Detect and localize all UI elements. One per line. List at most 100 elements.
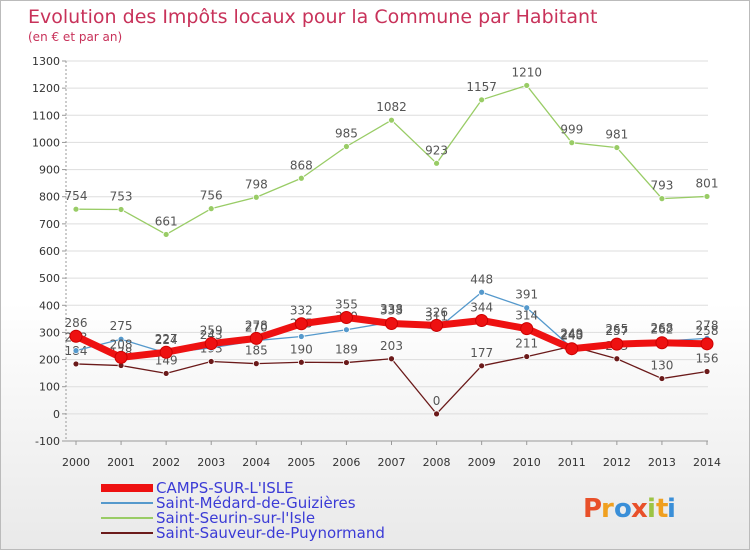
data-point xyxy=(565,342,579,356)
data-point xyxy=(523,82,531,89)
data-label: 981 xyxy=(605,128,628,142)
x-tick-label: 2005 xyxy=(287,456,315,469)
x-tick-label: 2010 xyxy=(513,456,541,469)
data-label: 224 xyxy=(155,333,178,347)
logo-letter: i xyxy=(647,494,656,524)
data-point xyxy=(523,353,531,360)
data-point xyxy=(610,337,624,351)
x-tick-label: 2003 xyxy=(197,456,225,469)
data-point xyxy=(478,362,486,370)
proxiti-logo: Pr o x i ti xyxy=(583,494,676,524)
data-label: 1082 xyxy=(376,100,407,114)
data-label: 156 xyxy=(696,352,719,366)
data-point xyxy=(478,96,486,104)
logo-letter: t xyxy=(656,494,668,524)
data-point xyxy=(159,345,173,359)
data-label: 270 xyxy=(245,321,268,335)
data-label: 257 xyxy=(605,324,628,338)
y-tick-label: 1100 xyxy=(32,109,60,122)
chart-subtitle: (en € et par an) xyxy=(28,30,122,44)
series-Saint-Sauveur-de-Puynormand: 1841781491931851901892030177211249203130… xyxy=(65,326,719,418)
data-point xyxy=(252,193,260,201)
logo-letter: r xyxy=(601,494,614,524)
legend-label: Saint-Sauveur-de-Puynormand xyxy=(156,524,385,542)
data-label: 211 xyxy=(515,337,538,351)
x-tick-label: 2012 xyxy=(603,456,631,469)
data-label: 923 xyxy=(425,143,448,157)
data-point xyxy=(703,368,711,375)
data-label: 999 xyxy=(560,123,583,137)
data-point xyxy=(207,205,215,213)
x-tick-label: 2001 xyxy=(107,456,135,469)
data-label: 259 xyxy=(200,324,223,338)
data-point xyxy=(72,347,80,355)
data-point xyxy=(343,143,350,150)
y-tick-label: 600 xyxy=(39,245,60,258)
data-label: 262 xyxy=(650,323,673,337)
data-point xyxy=(478,288,486,296)
x-tick-label: 2002 xyxy=(152,456,180,469)
data-point xyxy=(433,410,440,418)
data-label: 275 xyxy=(110,319,133,333)
x-tick-label: 2008 xyxy=(423,456,451,469)
data-point xyxy=(339,311,353,324)
data-label: 278 xyxy=(245,318,268,332)
data-point xyxy=(343,359,350,366)
data-label: 149 xyxy=(155,353,178,367)
logo-letter: i xyxy=(667,494,676,524)
data-label: 130 xyxy=(650,359,673,373)
x-tick-label: 2000 xyxy=(62,456,90,469)
logo-letter: o xyxy=(614,494,632,524)
y-tick-label: 0 xyxy=(53,408,60,421)
data-point xyxy=(613,355,621,363)
x-tick-label: 2011 xyxy=(558,456,586,469)
data-label: 286 xyxy=(65,316,88,330)
logo-letter: P xyxy=(583,494,602,524)
data-label: 240 xyxy=(560,329,583,343)
data-label: 208 xyxy=(110,337,133,351)
data-point xyxy=(72,205,80,213)
data-point xyxy=(72,360,80,368)
y-tick-label: 800 xyxy=(39,191,60,204)
data-label: 1210 xyxy=(511,65,542,79)
x-tick-label: 2007 xyxy=(378,456,406,469)
data-label: 753 xyxy=(110,189,133,203)
data-point xyxy=(430,318,444,332)
data-point xyxy=(388,355,395,363)
data-label: 1157 xyxy=(466,80,497,94)
y-tick-label: 300 xyxy=(39,326,60,339)
data-point xyxy=(117,335,125,343)
data-point xyxy=(294,317,308,331)
data-point xyxy=(658,375,666,382)
data-point xyxy=(207,358,215,365)
data-label: 268 xyxy=(650,321,673,335)
x-tick-label: 2004 xyxy=(242,456,270,469)
data-label: 311 xyxy=(425,309,448,323)
legend: CAMPS-SUR-L'ISLESaint-Médard-de-Guizière… xyxy=(101,479,385,542)
y-tick-label: -100 xyxy=(35,435,60,448)
data-label: 185 xyxy=(245,344,268,358)
data-label: 243 xyxy=(200,328,223,342)
legend-label: Saint-Médard-de-Guizières xyxy=(156,494,356,512)
data-label: 265 xyxy=(605,322,628,336)
chart-title: Evolution des Impôts locaux pour la Comm… xyxy=(28,6,598,28)
data-label: 754 xyxy=(65,189,88,203)
data-point xyxy=(388,116,395,124)
data-point xyxy=(114,350,128,364)
data-label: 333 xyxy=(380,303,403,317)
data-label: 203 xyxy=(380,339,403,353)
data-label: 355 xyxy=(335,298,358,312)
y-tick-label: 400 xyxy=(39,299,60,312)
data-label: 985 xyxy=(335,127,358,141)
y-tick-label: 1200 xyxy=(32,82,60,95)
data-label: 243 xyxy=(560,328,583,342)
data-label: 326 xyxy=(425,305,448,319)
data-label: 391 xyxy=(515,288,538,302)
data-label: 227 xyxy=(155,332,178,346)
x-tick-label: 2006 xyxy=(332,456,360,469)
data-label: 0 xyxy=(433,394,441,408)
data-point xyxy=(297,174,305,182)
